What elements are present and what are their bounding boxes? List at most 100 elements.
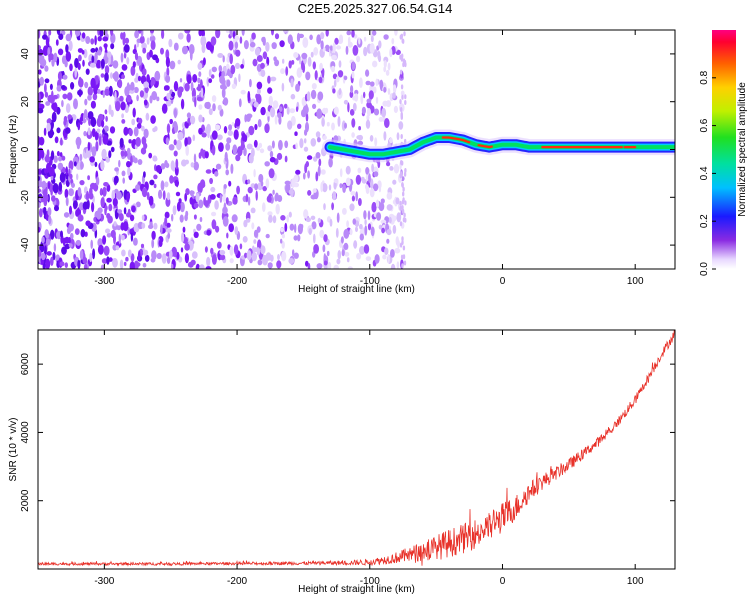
noise-speckle [167, 232, 171, 239]
noise-speckle [218, 65, 223, 73]
spectrogram-y-label: Frequency (Hz) [8, 115, 19, 184]
noise-speckle [375, 199, 380, 209]
noise-speckle [200, 148, 204, 156]
noise-speckle [252, 58, 258, 67]
noise-speckle [357, 167, 362, 174]
noise-speckle [396, 261, 400, 269]
noise-speckle [103, 125, 109, 132]
noise-speckle [65, 33, 72, 42]
noise-speckle [44, 168, 47, 174]
noise-speckle [102, 36, 109, 42]
noise-speckle [184, 30, 191, 34]
noise-speckle [331, 202, 334, 211]
noise-speckle [352, 102, 357, 112]
noise-speckle [122, 177, 125, 184]
noise-speckle [202, 57, 206, 66]
noise-speckle [401, 38, 404, 44]
noise-speckle [400, 90, 405, 96]
noise-speckle [94, 35, 97, 46]
noise-speckle [285, 183, 289, 194]
noise-speckle [272, 215, 277, 224]
noise-speckle [165, 137, 170, 146]
noise-speckle [90, 117, 97, 128]
noise-speckle [307, 190, 312, 196]
noise-speckle [38, 92, 41, 103]
noise-speckle [83, 48, 88, 59]
noise-speckle [149, 179, 155, 186]
noise-speckle [68, 160, 74, 171]
noise-speckle [61, 246, 67, 255]
noise-speckle [193, 153, 197, 164]
noise-speckle [371, 201, 377, 213]
noise-speckle [297, 234, 301, 242]
noise-speckle [248, 125, 255, 136]
noise-speckle [275, 192, 279, 202]
spectrogram-x-axis: -300 -200 -100 0 100 [94, 30, 644, 287]
noise-speckle [340, 37, 344, 43]
noise-speckle [150, 257, 156, 263]
noise-speckle [91, 55, 95, 63]
noise-speckle [110, 43, 115, 50]
noise-speckle [288, 258, 295, 264]
noise-speckle [149, 49, 153, 58]
noise-speckle [324, 44, 330, 52]
noise-speckle [110, 72, 113, 79]
noise-speckle [370, 178, 374, 190]
noise-speckle [104, 52, 108, 62]
noise-speckle [53, 243, 57, 252]
noise-speckle [226, 137, 232, 144]
noise-speckle [127, 249, 132, 258]
noise-speckle [77, 214, 84, 222]
noise-speckle [196, 223, 202, 231]
noise-speckle [332, 88, 336, 94]
noise-speckle [190, 81, 194, 92]
noise-speckle [198, 127, 203, 135]
noise-speckle [313, 47, 319, 56]
noise-speckle [41, 236, 45, 244]
noise-speckle [190, 115, 196, 125]
noise-speckle [228, 180, 232, 187]
noise-speckle [363, 91, 366, 99]
noise-speckle [276, 260, 282, 269]
noise-speckle [73, 98, 78, 110]
noise-speckle [365, 69, 370, 77]
noise-speckle [323, 234, 328, 243]
noise-speckle [366, 98, 372, 104]
noise-speckle [234, 226, 239, 236]
noise-speckle [265, 111, 271, 117]
noise-speckle [305, 217, 311, 223]
noise-speckle [152, 54, 158, 61]
noise-speckle [110, 146, 115, 153]
noise-speckle [359, 245, 365, 255]
noise-speckle [312, 61, 316, 70]
noise-speckle [184, 122, 189, 129]
noise-speckle [333, 106, 339, 116]
noise-speckle [254, 47, 261, 56]
noise-speckle [229, 258, 234, 264]
noise-speckle [265, 41, 270, 52]
noise-speckle [70, 232, 74, 240]
noise-speckle [142, 249, 149, 256]
noise-speckle [40, 149, 45, 159]
noise-speckle [354, 93, 359, 102]
noise-speckle [121, 249, 126, 257]
noise-speckle [389, 166, 394, 171]
noise-speckle [196, 96, 203, 102]
noise-speckle [310, 51, 314, 58]
noise-speckle [66, 92, 73, 101]
noise-speckle [44, 78, 50, 84]
noise-speckle [320, 182, 324, 193]
noise-speckle [363, 210, 367, 220]
signal-peak [477, 144, 493, 149]
noise-speckle [75, 239, 81, 246]
noise-speckle [193, 214, 197, 220]
noise-speckle [148, 224, 154, 229]
noise-speckle [382, 254, 387, 260]
noise-speckle [179, 78, 183, 83]
noise-speckle [245, 193, 249, 203]
noise-speckle [189, 50, 193, 61]
noise-speckle [60, 137, 63, 146]
noise-speckle [50, 150, 55, 161]
noise-speckle [42, 189, 48, 198]
noise-speckle [158, 189, 163, 199]
